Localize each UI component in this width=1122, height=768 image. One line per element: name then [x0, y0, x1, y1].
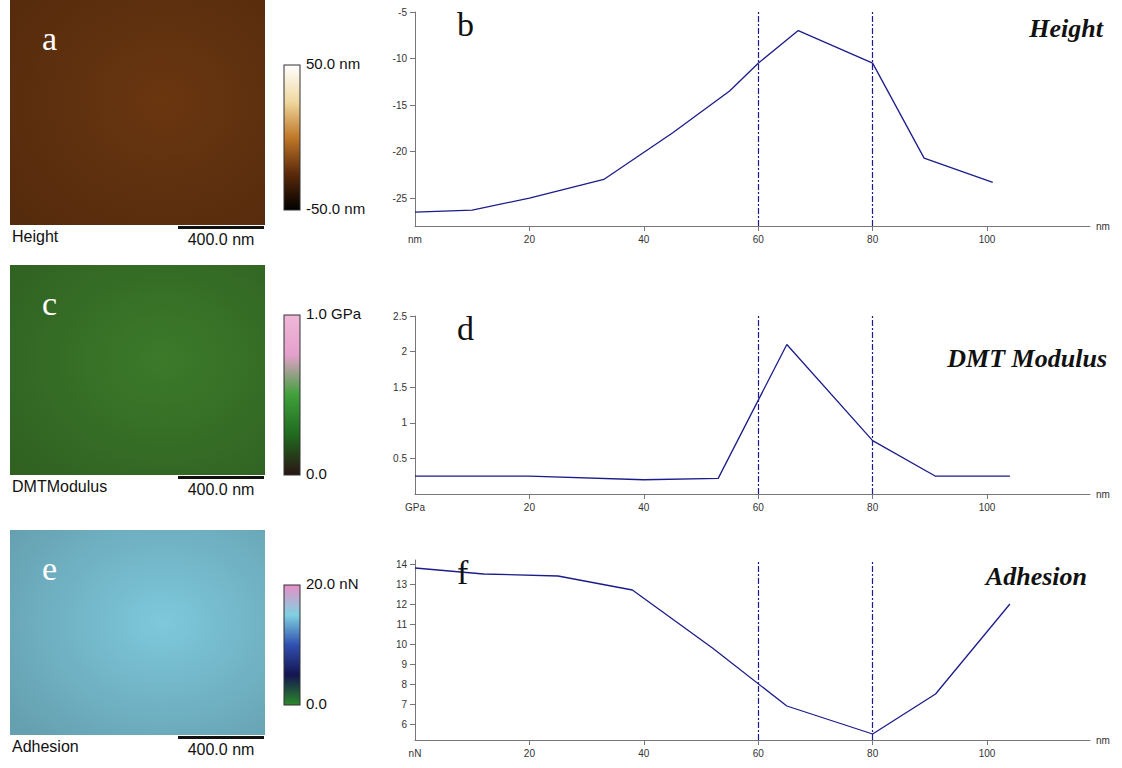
svg-text:100: 100	[979, 234, 996, 245]
svg-text:Adhesion: Adhesion	[984, 562, 1087, 591]
svg-text:50.0 nm: 50.0 nm	[306, 55, 360, 72]
svg-text:11: 11	[397, 619, 408, 630]
svg-text:60: 60	[753, 748, 765, 759]
svg-text:-25: -25	[393, 193, 408, 204]
svg-text:6: 6	[401, 719, 407, 730]
svg-text:400.0 nm: 400.0 nm	[188, 231, 255, 248]
svg-text:nN: nN	[409, 748, 422, 759]
svg-text:80: 80	[867, 748, 879, 759]
svg-text:80: 80	[867, 502, 879, 513]
svg-text:2.5: 2.5	[393, 311, 407, 322]
svg-text:40: 40	[638, 234, 650, 245]
svg-text:7: 7	[401, 699, 407, 710]
svg-text:-20: -20	[393, 146, 408, 157]
svg-text:20.0 nN: 20.0 nN	[306, 575, 359, 592]
svg-text:1.0 GPa: 1.0 GPa	[306, 305, 362, 322]
svg-text:400.0 nm: 400.0 nm	[188, 481, 255, 498]
svg-text:20: 20	[524, 234, 536, 245]
svg-text:nm: nm	[1096, 735, 1110, 746]
svg-text:Adhesion: Adhesion	[12, 738, 79, 755]
svg-text:nm: nm	[1096, 489, 1110, 500]
svg-text:1: 1	[401, 417, 407, 428]
svg-text:-50.0 nm: -50.0 nm	[306, 200, 365, 217]
svg-text:1.5: 1.5	[393, 382, 407, 393]
svg-text:9: 9	[401, 659, 407, 670]
svg-text:14: 14	[396, 559, 408, 570]
svg-text:13: 13	[396, 579, 408, 590]
svg-text:60: 60	[753, 234, 765, 245]
svg-text:12: 12	[396, 599, 408, 610]
svg-text:Height: Height	[12, 228, 59, 245]
svg-text:DMTModulus: DMTModulus	[12, 478, 107, 495]
svg-text:d: d	[457, 310, 474, 347]
svg-text:20: 20	[524, 748, 536, 759]
svg-text:e: e	[42, 550, 57, 587]
svg-text:nm: nm	[1096, 221, 1110, 232]
svg-text:40: 40	[638, 748, 650, 759]
svg-text:b: b	[457, 6, 474, 43]
svg-text:GPa: GPa	[405, 502, 425, 513]
svg-text:0.0: 0.0	[306, 695, 327, 712]
svg-text:a: a	[42, 20, 57, 57]
svg-text:10: 10	[396, 639, 408, 650]
svg-text:f: f	[457, 554, 469, 591]
svg-text:-15: -15	[393, 100, 408, 111]
svg-text:8: 8	[401, 679, 407, 690]
svg-text:DMT Modulus: DMT Modulus	[946, 344, 1107, 373]
svg-text:0.0: 0.0	[306, 465, 327, 482]
svg-text:400.0 nm: 400.0 nm	[188, 741, 255, 758]
svg-text:0.5: 0.5	[393, 453, 407, 464]
svg-text:40: 40	[638, 502, 650, 513]
svg-text:100: 100	[979, 748, 996, 759]
svg-text:80: 80	[867, 234, 879, 245]
svg-text:nm: nm	[408, 234, 422, 245]
svg-text:c: c	[42, 285, 57, 322]
svg-text:100: 100	[979, 502, 996, 513]
svg-text:20: 20	[524, 502, 536, 513]
svg-text:-10: -10	[393, 53, 408, 64]
svg-text:2: 2	[401, 346, 407, 357]
svg-text:Height: Height	[1028, 14, 1103, 43]
svg-text:60: 60	[753, 502, 765, 513]
svg-text:-5: -5	[398, 7, 407, 18]
